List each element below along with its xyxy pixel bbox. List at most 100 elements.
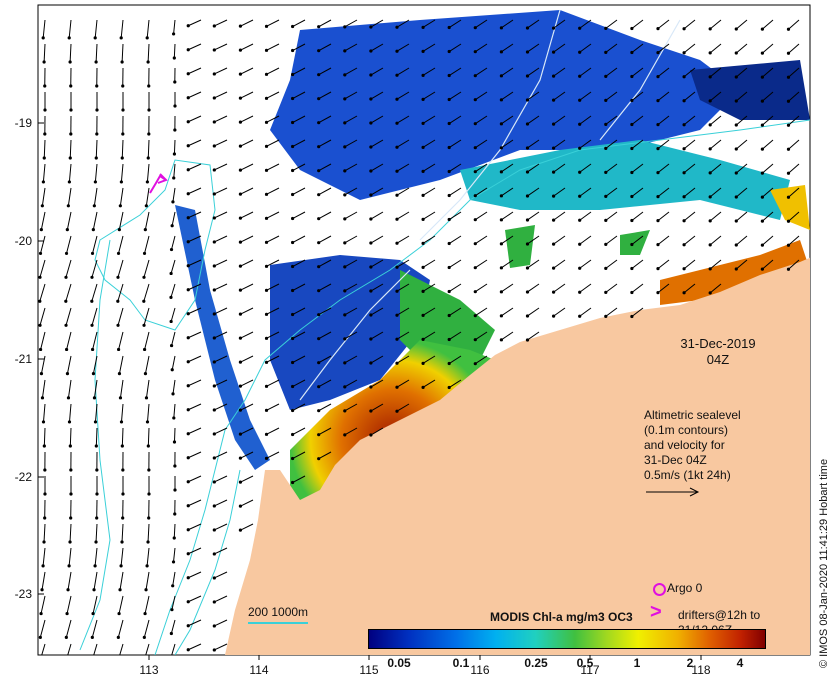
velocity-arrow-head [760, 51, 764, 55]
velocity-arrow-head [525, 170, 530, 174]
velocity-arrow [475, 115, 488, 125]
velocity-arrow-head [186, 648, 190, 652]
velocity-arrow [92, 235, 98, 254]
velocity-arrow-head [551, 218, 556, 222]
velocity-arrow-head [682, 243, 686, 247]
velocity-arrow-head [144, 588, 148, 592]
velocity-arrow-head [630, 266, 634, 271]
velocity-arrow [762, 91, 774, 102]
velocity-arrow [188, 427, 202, 435]
velocity-arrow-head [734, 243, 738, 247]
velocity-arrow-head [343, 337, 347, 341]
velocity-arrow [173, 427, 176, 443]
velocity-arrow [172, 571, 176, 586]
velocity-arrow-head [734, 267, 738, 271]
velocity-arrow-head [395, 145, 399, 149]
velocity-arrow [422, 163, 436, 172]
velocity-arrow [631, 115, 644, 125]
velocity-arrow [735, 259, 748, 270]
velocity-arrow [683, 259, 696, 270]
velocity-arrow-head [42, 60, 46, 64]
velocity-arrow [92, 331, 98, 350]
velocity-arrow-head [43, 84, 47, 88]
velocity-arrow [39, 619, 46, 638]
velocity-arrow-head [264, 72, 269, 76]
velocity-arrow [91, 619, 98, 638]
velocity-arrow [214, 475, 228, 483]
velocity-arrow-head [186, 240, 190, 244]
velocity-arrow-head [317, 73, 321, 77]
velocity-arrow [344, 307, 358, 316]
velocity-arrow [370, 115, 384, 124]
velocity-arrow [344, 403, 358, 412]
velocity-arrow [422, 19, 436, 28]
velocity-arrow-head [238, 360, 243, 364]
velocity-arrow-head [343, 217, 347, 221]
velocity-arrow-head [147, 468, 151, 472]
velocity-arrow [344, 115, 358, 124]
velocity-arrow [501, 67, 514, 77]
velocity-arrow-head [212, 240, 216, 244]
velocity-arrow-head [421, 97, 425, 101]
velocity-arrow-head [473, 74, 477, 78]
velocity-arrow-head [40, 588, 44, 592]
velocity-arrow-head [69, 108, 73, 112]
velocity-arrow [762, 43, 774, 54]
velocity-arrow [118, 331, 124, 350]
velocity-arrow-head [264, 48, 269, 52]
velocity-arrow [422, 259, 436, 268]
argo-circle-icon [653, 583, 666, 596]
velocity-arrow-head [682, 75, 686, 79]
velocity-arrow [344, 259, 358, 268]
velocity-arrow-head [147, 492, 151, 496]
velocity-arrow [266, 403, 280, 411]
depth-contour-far-west [79, 239, 111, 651]
velocity-arrow-head [421, 169, 425, 173]
velocity-arrow [117, 259, 124, 278]
velocity-arrow-head [473, 194, 477, 198]
velocity-arrow-head [499, 338, 503, 342]
velocity-arrow-head [421, 145, 425, 149]
velocity-arrow-head [186, 120, 190, 124]
velocity-arrow-head [69, 84, 73, 88]
velocity-arrow [527, 259, 540, 269]
velocity-arrow-head [630, 290, 634, 295]
velocity-arrow [240, 211, 254, 219]
velocity-arrow-head [68, 444, 72, 448]
velocity-arrow-head [525, 218, 530, 222]
velocity-arrow [41, 379, 46, 398]
velocity-arrow [553, 307, 566, 317]
velocity-arrow-head [69, 132, 73, 136]
velocity-arrow [501, 259, 514, 269]
velocity-arrow-head [473, 218, 477, 222]
velocity-arrow-head [145, 36, 149, 40]
velocity-arrow [92, 355, 98, 374]
velocity-arrow [144, 211, 150, 230]
velocity-arrow-head [38, 251, 43, 256]
velocity-arrow-head [369, 265, 373, 269]
colorbar [368, 629, 766, 649]
velocity-arrow-head [317, 361, 321, 365]
legend-line-4: 31-Dec 04Z [644, 453, 707, 467]
velocity-arrow-head [734, 27, 738, 31]
velocity-arrow-head [630, 218, 634, 223]
velocity-arrow [292, 163, 306, 171]
velocity-arrow [370, 331, 384, 340]
velocity-arrow-head [42, 156, 46, 160]
velocity-arrow-head [604, 266, 608, 270]
velocity-arrow-head [143, 228, 147, 232]
velocity-arrow-head [291, 360, 295, 365]
velocity-arrow-head [121, 108, 125, 112]
velocity-arrow [762, 235, 774, 246]
velocity-arrow [214, 67, 228, 75]
velocity-arrow-head [604, 146, 608, 150]
velocity-arrow [788, 91, 800, 102]
velocity-arrow [475, 67, 488, 77]
velocity-arrow-head [264, 168, 269, 172]
velocity-arrow-head [169, 271, 173, 276]
velocity-arrow-head [173, 104, 177, 108]
velocity-arrow [214, 187, 228, 195]
velocity-arrow-head [630, 146, 634, 151]
velocity-arrow [475, 139, 488, 149]
velocity-arrow-head [212, 288, 216, 292]
